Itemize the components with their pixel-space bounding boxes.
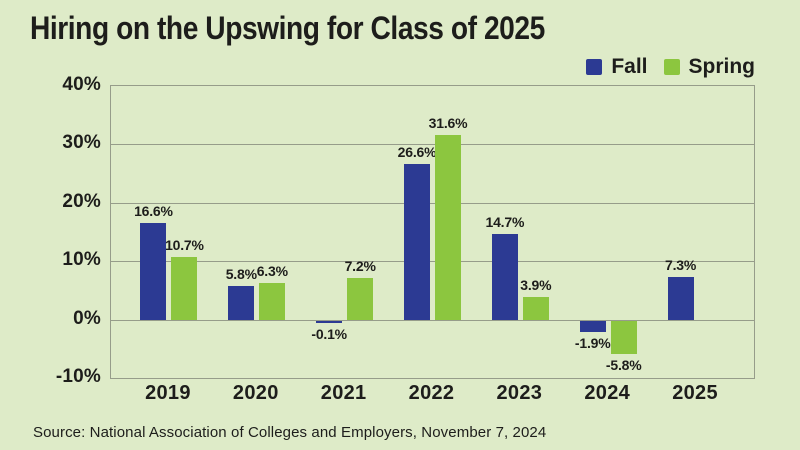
x-tick-label-2022: 2022 bbox=[408, 382, 455, 404]
bar-fall-2024 bbox=[579, 320, 606, 332]
gridline-10 bbox=[111, 261, 754, 263]
y-axis: 40% 30% 20% 10% 0% -10% bbox=[0, 74, 101, 387]
bar-fall-2022 bbox=[404, 164, 430, 320]
legend: Fall Spring bbox=[586, 54, 755, 80]
value-label-fall-2019: 16.6% bbox=[134, 202, 173, 219]
value-label-spring-2019: 10.7% bbox=[165, 237, 204, 254]
x-tick-label-2019: 2019 bbox=[145, 382, 191, 404]
x-tick-label-2024: 2024 bbox=[584, 382, 631, 404]
value-label-spring-2020: 6.3% bbox=[256, 262, 288, 279]
value-label-fall-2024: -1.9% bbox=[574, 334, 611, 351]
value-label-spring-2022: 31.6% bbox=[428, 115, 468, 132]
fall-swatch-icon bbox=[586, 59, 603, 75]
spring-swatch-icon bbox=[663, 59, 680, 75]
value-label-fall-2025: 7.3% bbox=[665, 256, 697, 273]
legend-spring-label: Spring bbox=[688, 55, 756, 78]
bar-fall-2019 bbox=[140, 222, 167, 320]
value-label-spring-2021: 7.2% bbox=[344, 257, 376, 274]
bar-spring-2020 bbox=[259, 282, 286, 320]
source-note: Source: National Association of Colleges… bbox=[33, 424, 547, 441]
y-tick-label--10: -10% bbox=[55, 366, 101, 387]
value-label-fall-2021: -0.1% bbox=[311, 325, 347, 342]
legend-entry-fall: Fall bbox=[586, 55, 648, 79]
bar-spring-2021 bbox=[347, 277, 374, 320]
x-tick-label-2023: 2023 bbox=[496, 382, 543, 404]
bar-fall-2023 bbox=[491, 233, 518, 320]
bar-spring-2019 bbox=[171, 257, 198, 320]
y-tick-label-30: 30% bbox=[62, 132, 101, 154]
legend-entry-spring: Spring bbox=[663, 55, 756, 79]
gridline-0 bbox=[111, 319, 754, 321]
y-tick-label-40: 40% bbox=[62, 74, 101, 95]
x-tick-label-2021: 2021 bbox=[320, 382, 367, 404]
value-label-fall-2023: 14.7% bbox=[485, 213, 525, 230]
bar-spring-2024 bbox=[610, 320, 637, 355]
bar-spring-2022 bbox=[435, 135, 461, 320]
bar-fall-2025 bbox=[667, 276, 694, 320]
bar-spring-2023 bbox=[522, 296, 549, 320]
value-label-spring-2024: -5.8% bbox=[605, 357, 642, 374]
value-label-spring-2023: 3.9% bbox=[520, 276, 552, 293]
plot-area: 16.6% 10.7% 5.8% 6.3% -0.1% 7.2% 26.6% 31.6% 14.… bbox=[110, 85, 755, 379]
bar-fall-2020 bbox=[228, 285, 255, 320]
y-tick-label-10: 10% bbox=[62, 249, 101, 271]
y-tick-label-0: 0% bbox=[73, 307, 101, 329]
x-tick-label-2020: 2020 bbox=[232, 382, 279, 404]
value-label-fall-2022: 26.6% bbox=[397, 144, 437, 161]
legend-fall-label: Fall bbox=[611, 55, 648, 78]
gridline-20 bbox=[111, 202, 754, 204]
gridline-30 bbox=[111, 144, 754, 146]
y-tick-label-20: 20% bbox=[62, 190, 101, 212]
x-axis: 2019 2020 2021 2022 2023 2024 2025 bbox=[110, 382, 753, 410]
chart-title: Hiring on the Upswing for Class of 2025 bbox=[30, 10, 545, 46]
bar-fall-2021 bbox=[316, 320, 343, 323]
x-tick-label-2025: 2025 bbox=[672, 382, 718, 404]
value-label-fall-2020: 5.8% bbox=[225, 265, 257, 282]
